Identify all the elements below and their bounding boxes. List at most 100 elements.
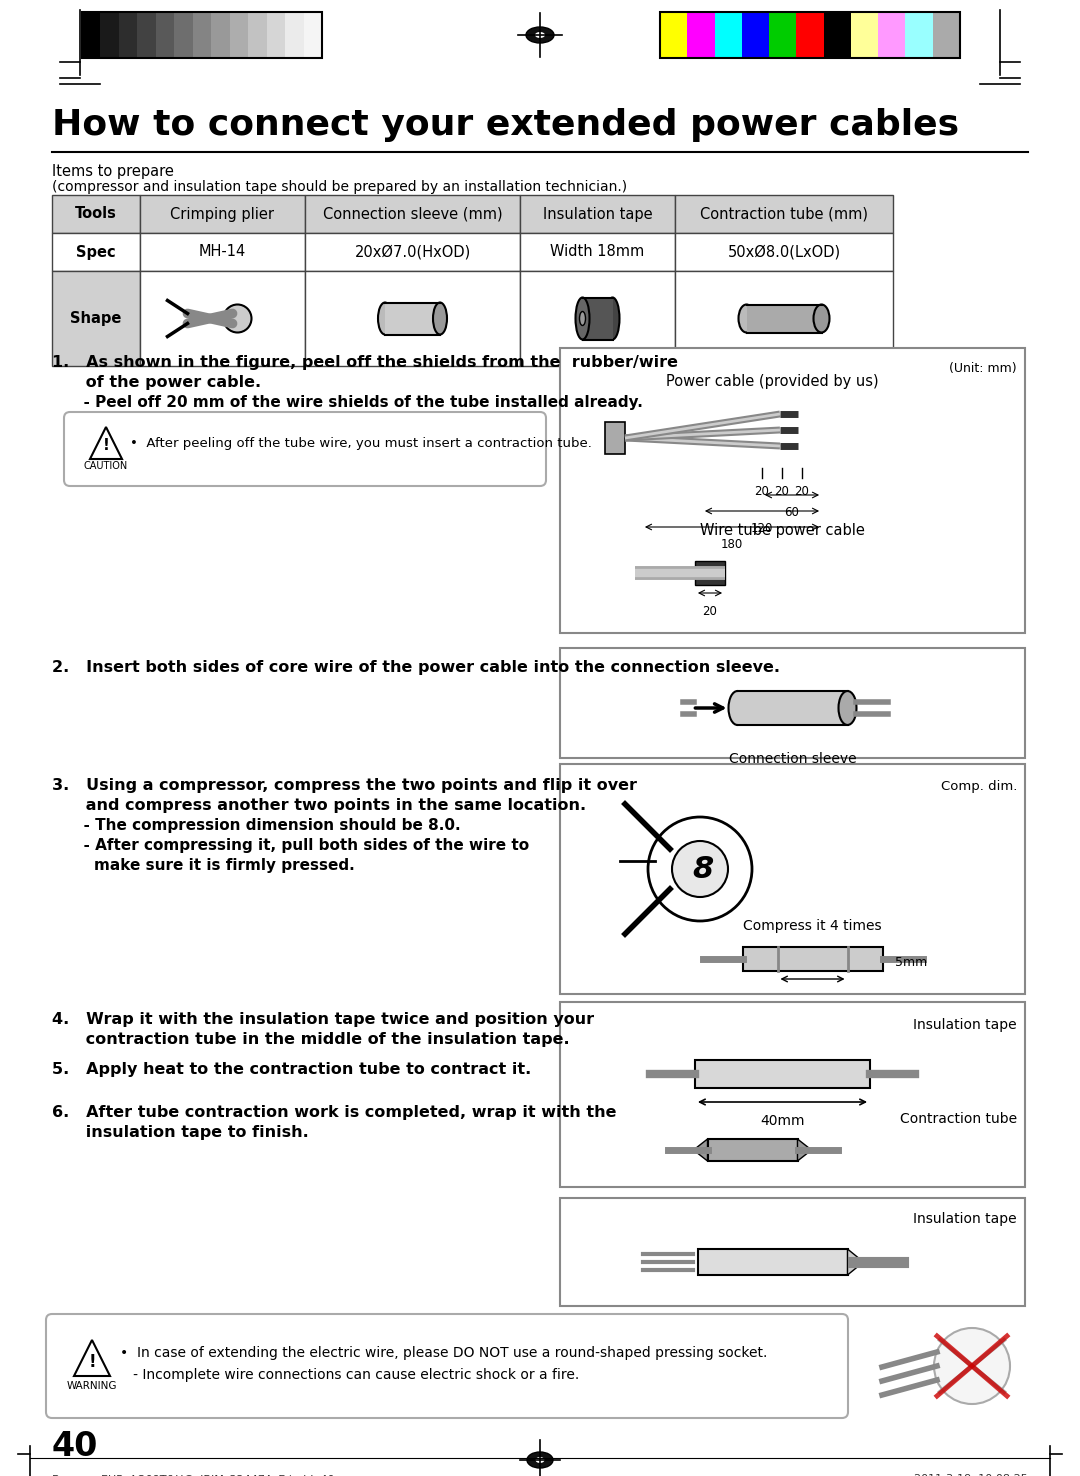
Text: CAUTION: CAUTION — [84, 461, 129, 471]
Bar — [100, 12, 119, 58]
Bar — [305, 233, 519, 272]
Text: 2.   Insert both sides of core wire of the power cable into the connection sleev: 2. Insert both sides of core wire of the… — [52, 660, 780, 675]
Text: Connection sleeve: Connection sleeve — [729, 751, 856, 766]
Bar — [933, 12, 960, 58]
Bar — [519, 195, 675, 233]
Polygon shape — [90, 427, 122, 459]
Text: Contraction tube (mm): Contraction tube (mm) — [700, 207, 868, 221]
Bar — [675, 195, 893, 233]
Ellipse shape — [813, 304, 829, 332]
Bar — [119, 12, 137, 58]
Text: make sure it is firmly pressed.: make sure it is firmly pressed. — [52, 858, 354, 872]
Text: - Peel off 20 mm of the wire shields of the tube installed already.: - Peel off 20 mm of the wire shields of … — [52, 396, 643, 410]
Bar — [140, 195, 305, 233]
Text: MH-14: MH-14 — [199, 245, 246, 260]
Bar — [675, 272, 893, 366]
Text: - Incomplete wire connections can cause electric shock or a fire.: - Incomplete wire connections can cause … — [120, 1368, 579, 1382]
Text: insulation tape to finish.: insulation tape to finish. — [52, 1125, 309, 1139]
Text: Contraction tube: Contraction tube — [900, 1111, 1017, 1126]
Text: 60: 60 — [784, 506, 799, 520]
Text: (Unit: mm): (Unit: mm) — [949, 362, 1017, 375]
Text: 6.   After tube contraction work is completed, wrap it with the: 6. After tube contraction work is comple… — [52, 1106, 617, 1120]
Bar — [582, 298, 612, 339]
Text: 120: 120 — [751, 523, 773, 534]
Text: 3.   Using a compressor, compress the two points and flip it over: 3. Using a compressor, compress the two … — [52, 778, 637, 793]
Ellipse shape — [433, 303, 447, 335]
Bar — [878, 12, 905, 58]
Bar — [561, 348, 1025, 633]
Bar — [305, 195, 519, 233]
Bar — [212, 12, 230, 58]
FancyBboxPatch shape — [46, 1314, 848, 1418]
Bar — [660, 12, 960, 58]
Text: Comp. dim.: Comp. dim. — [941, 779, 1017, 793]
Bar — [384, 303, 440, 335]
Text: Insulation tape: Insulation tape — [914, 1018, 1017, 1032]
Text: Boracay EUR_AQ09T&U@_IBIM_32447A_E.indd  40: Boracay EUR_AQ09T&U@_IBIM_32447A_E.indd … — [52, 1475, 335, 1476]
Bar — [824, 12, 851, 58]
Ellipse shape — [580, 311, 585, 326]
Text: Width 18mm: Width 18mm — [551, 245, 645, 260]
Bar — [905, 12, 933, 58]
Bar — [743, 948, 882, 971]
Bar — [52, 272, 140, 366]
Bar — [137, 12, 156, 58]
Circle shape — [648, 818, 752, 921]
Ellipse shape — [535, 32, 545, 38]
Circle shape — [224, 304, 252, 332]
Ellipse shape — [527, 1452, 553, 1469]
Bar — [696, 561, 725, 584]
Bar — [303, 12, 322, 58]
Text: Insulation tape: Insulation tape — [542, 207, 652, 221]
Text: (compressor and insulation tape should be prepared by an installation technician: (compressor and insulation tape should b… — [52, 180, 627, 193]
Bar — [605, 422, 625, 455]
Text: Crimping plier: Crimping plier — [171, 207, 274, 221]
Bar — [715, 12, 742, 58]
Polygon shape — [848, 1249, 864, 1275]
Bar — [796, 12, 824, 58]
Bar — [687, 12, 715, 58]
Text: 8: 8 — [692, 855, 714, 884]
Text: WARNING: WARNING — [67, 1382, 118, 1390]
Ellipse shape — [838, 691, 856, 725]
Text: and compress another two points in the same location.: and compress another two points in the s… — [52, 799, 586, 813]
Polygon shape — [75, 1340, 110, 1376]
Bar — [267, 12, 285, 58]
Circle shape — [672, 841, 728, 897]
Bar — [746, 304, 822, 332]
Ellipse shape — [606, 298, 620, 339]
Text: contraction tube in the middle of the insulation tape.: contraction tube in the middle of the in… — [52, 1032, 569, 1046]
Text: 1.   As shown in the figure, peel off the shields from the  rubber/wire: 1. As shown in the figure, peel off the … — [52, 356, 678, 370]
Text: Insulation tape: Insulation tape — [914, 1212, 1017, 1227]
Text: Items to prepare: Items to prepare — [52, 164, 174, 179]
Bar — [675, 233, 893, 272]
Bar — [698, 1249, 848, 1275]
Text: Spec: Spec — [77, 245, 116, 260]
Text: 40: 40 — [52, 1430, 98, 1463]
Bar — [156, 12, 174, 58]
Bar — [738, 691, 848, 725]
Text: Compress it 4 times: Compress it 4 times — [743, 920, 881, 933]
Text: Connection sleeve (mm): Connection sleeve (mm) — [323, 207, 502, 221]
Polygon shape — [693, 1139, 707, 1162]
Text: 4.   Wrap it with the insulation tape twice and position your: 4. Wrap it with the insulation tape twic… — [52, 1013, 594, 1027]
Text: •  In case of extending the electric wire, please DO NOT use a round-shaped pres: • In case of extending the electric wire… — [120, 1346, 768, 1359]
Text: Tools: Tools — [76, 207, 117, 221]
Text: 40mm: 40mm — [760, 1114, 805, 1128]
Bar — [742, 12, 769, 58]
Text: 5.   Apply heat to the contraction tube to contract it.: 5. Apply heat to the contraction tube to… — [52, 1063, 531, 1077]
Bar — [82, 12, 100, 58]
Text: •  After peeling off the tube wire, you must insert a contraction tube.: • After peeling off the tube wire, you m… — [130, 437, 592, 450]
Text: 20: 20 — [703, 605, 717, 618]
Bar — [769, 12, 796, 58]
Bar — [561, 765, 1025, 993]
Text: - After compressing it, pull both sides of the wire to: - After compressing it, pull both sides … — [52, 838, 529, 853]
Bar — [52, 233, 140, 272]
Text: How to connect your extended power cables: How to connect your extended power cable… — [52, 108, 959, 142]
Bar — [230, 12, 248, 58]
Ellipse shape — [536, 1457, 544, 1463]
Bar — [851, 12, 878, 58]
Text: 50xØ8.0(LxOD): 50xØ8.0(LxOD) — [728, 245, 840, 260]
Bar — [82, 12, 322, 58]
Ellipse shape — [378, 303, 392, 335]
